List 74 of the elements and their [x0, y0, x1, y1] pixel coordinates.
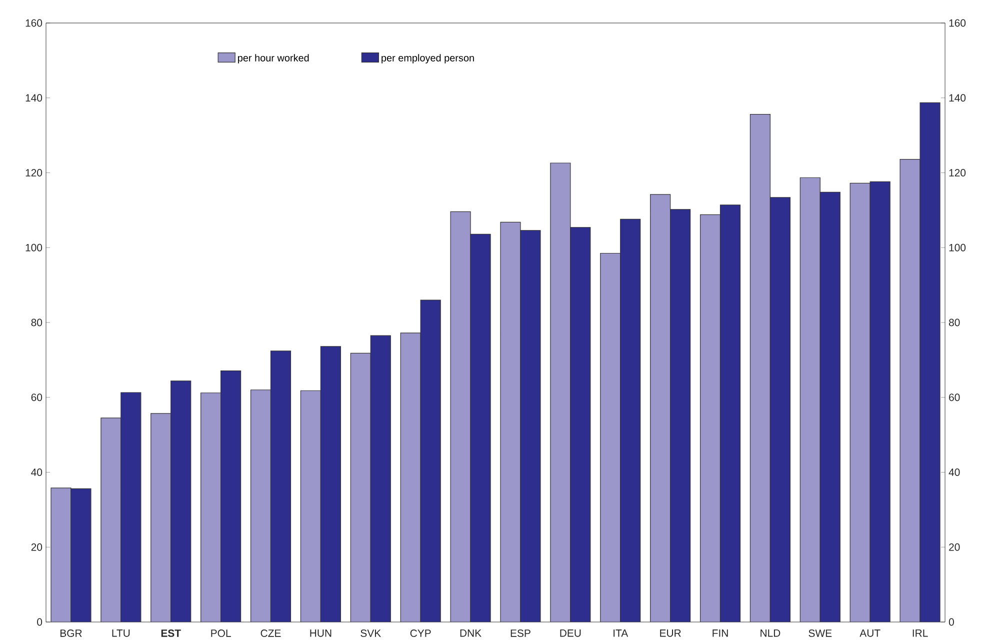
- bar: [420, 300, 441, 622]
- y2-tick-label: 100: [949, 244, 966, 252]
- bar: [450, 211, 471, 622]
- bar: [570, 227, 591, 622]
- bar: [650, 194, 671, 622]
- bar: [720, 204, 741, 622]
- x-tick-label: BGR: [60, 630, 82, 637]
- y-tick-label: 40: [31, 468, 42, 476]
- y-tick-label: 140: [26, 94, 42, 102]
- x-tick-label: DEU: [560, 630, 581, 637]
- bar: [670, 209, 691, 622]
- bar: [370, 335, 391, 622]
- legend-label: per employed person: [382, 54, 474, 64]
- legend-label: per hour worked: [238, 54, 309, 64]
- bar: [900, 158, 920, 622]
- y-tick-label: 120: [26, 169, 42, 176]
- bar: [220, 370, 242, 622]
- x-tick-label: CZE: [260, 630, 281, 637]
- x-tick-label: AUT: [860, 630, 880, 637]
- bar: [850, 182, 870, 622]
- y-tick-label: 160: [26, 19, 42, 27]
- bar: [300, 390, 321, 622]
- x-tick-label: EUR: [660, 630, 681, 637]
- x-tick-label: HUN: [310, 630, 332, 637]
- bar: [870, 181, 890, 622]
- bar: [320, 346, 341, 622]
- y-tick-label: 0: [37, 618, 42, 626]
- y2-tick-label: 60: [949, 394, 960, 402]
- y2-tick-label: 80: [948, 318, 960, 326]
- y2-tick-label: 140: [949, 94, 966, 102]
- x-tick-label: DNK: [460, 630, 482, 637]
- y2-tick-label: 40: [948, 468, 960, 476]
- x-tick-label: ITA: [614, 630, 628, 637]
- bar: [50, 488, 72, 622]
- bar: [350, 352, 371, 622]
- bar: [200, 392, 222, 622]
- bar: [520, 230, 541, 622]
- bar: [600, 252, 621, 622]
- y-tick-label: 60: [31, 394, 42, 402]
- bar: [500, 222, 521, 622]
- bar: [800, 177, 820, 622]
- x-tick-label: CYP: [410, 630, 431, 637]
- x-tick-label: IRL: [912, 630, 928, 637]
- y2-tick-label: 20: [949, 543, 960, 551]
- bar: [770, 197, 790, 622]
- x-tick-label: POL: [211, 630, 231, 637]
- x-tick-label: EST: [161, 630, 181, 637]
- bar: [400, 332, 421, 622]
- bar: [550, 162, 571, 622]
- bar: [700, 214, 721, 622]
- y2-tick-label: 160: [949, 19, 966, 27]
- x-tick-label: NLD: [760, 630, 780, 637]
- bar: [470, 234, 491, 622]
- x-tick-label: LTU: [112, 630, 130, 637]
- bar: [620, 218, 641, 622]
- bar: [250, 390, 272, 622]
- y-tick-label: 80: [31, 318, 42, 326]
- bar: [920, 102, 940, 622]
- bar: [820, 192, 840, 622]
- bar: [270, 350, 292, 622]
- x-tick-label: FIN: [712, 630, 728, 637]
- bar: [170, 380, 192, 622]
- y-tick-label: 100: [26, 244, 42, 252]
- y2-tick-label: 0: [948, 618, 954, 626]
- bar: [100, 418, 122, 622]
- x-tick-label: SWE: [808, 630, 832, 637]
- x-tick-label: SVK: [360, 630, 381, 637]
- bar: [70, 488, 92, 622]
- bar: [120, 392, 142, 622]
- bar: [150, 413, 172, 622]
- y-tick-label: 20: [31, 543, 42, 551]
- bar: [750, 114, 771, 622]
- y2-tick-label: 120: [949, 169, 966, 176]
- x-tick-label: ESP: [510, 630, 530, 637]
